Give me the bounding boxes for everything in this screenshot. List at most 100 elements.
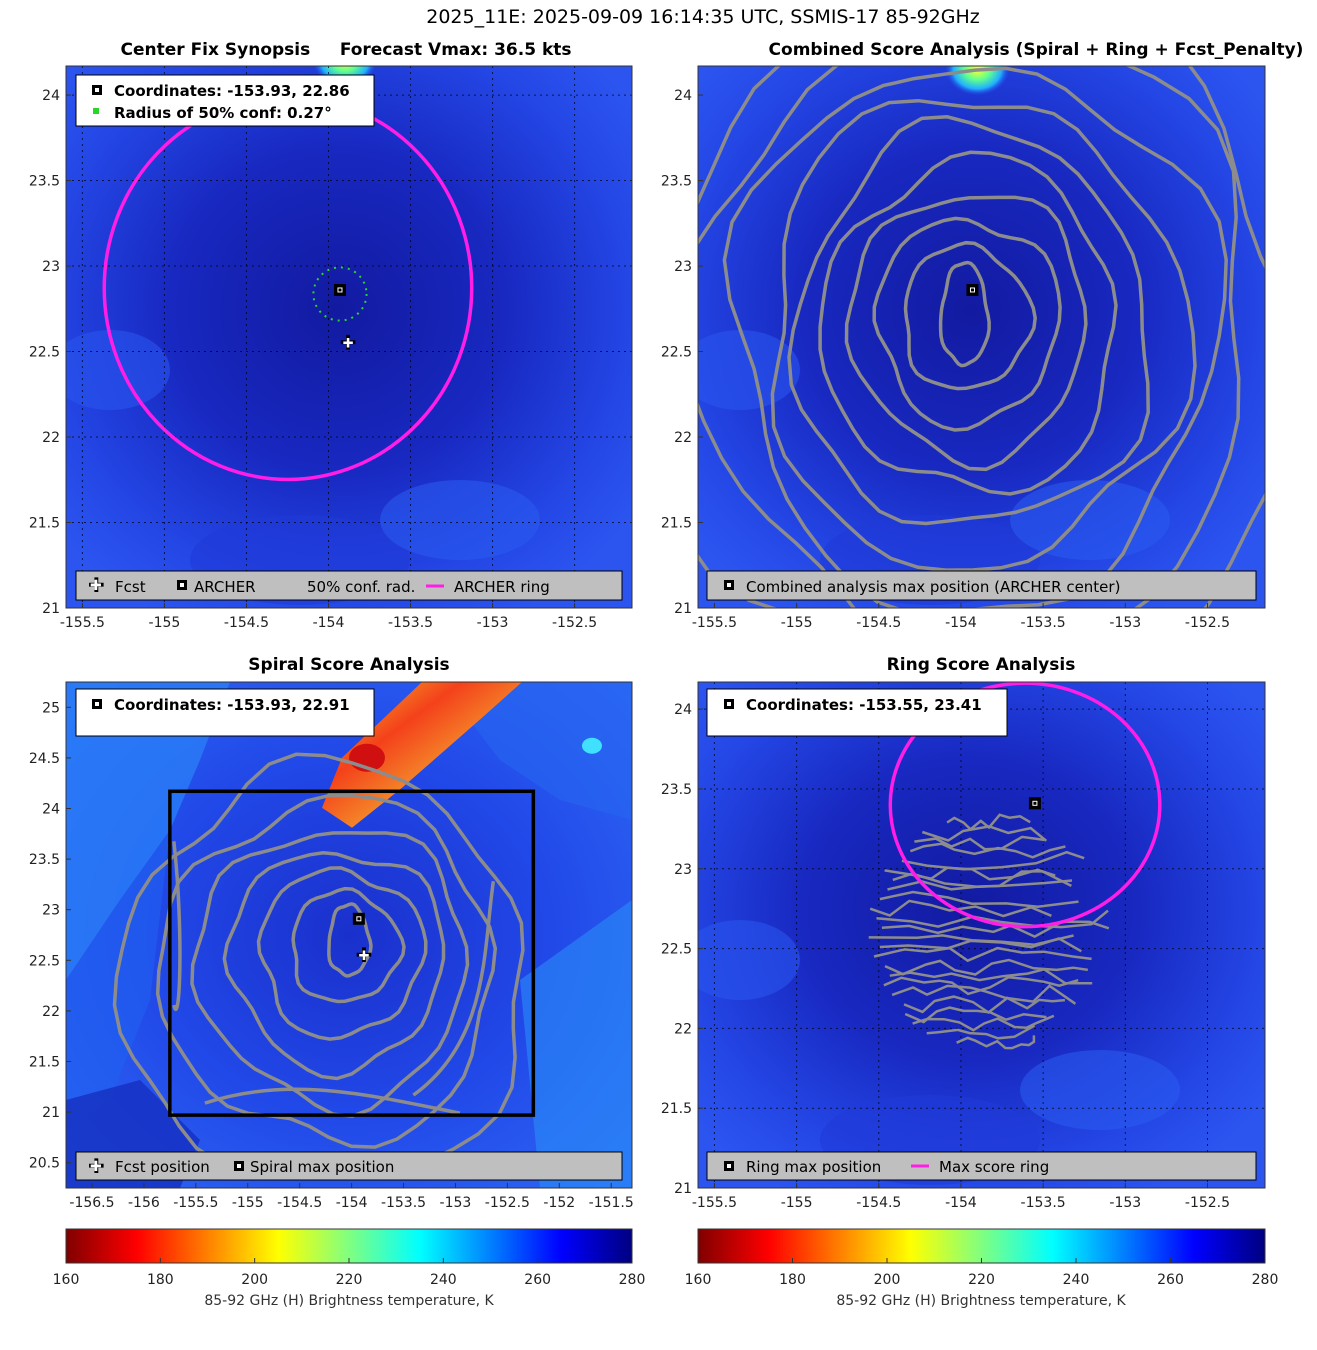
x-tick-label: -151.5: [589, 1195, 634, 1211]
x-tick-label: -153.5: [1021, 615, 1066, 631]
archer-center-marker: [333, 283, 346, 296]
x-tick-label: -154: [945, 615, 977, 631]
confidence-circle: [312, 266, 368, 322]
y-tick-label: 22: [674, 1021, 692, 1037]
legend-fcst-position: Fcst position: [115, 1158, 210, 1176]
x-tick-label: -152.5: [552, 615, 597, 631]
ring-score-contour: [879, 937, 1082, 953]
legend-archer: ARCHER: [194, 578, 256, 596]
search-box: [168, 789, 536, 1117]
y-tick-label: 21: [674, 601, 692, 617]
y-tick-label: 24: [674, 702, 692, 718]
ring-score-contour: [912, 1014, 1055, 1032]
colorbar-right: 160 180 200 220 240 260 280 85-92 GHz (H) Brig…: [685, 1228, 1278, 1309]
legend-spiral-max: Spiral max position: [250, 1158, 394, 1176]
colorbar-tick-label: 180: [779, 1272, 806, 1288]
y-tick-label: 25: [42, 700, 60, 716]
panel-title: Spiral Score Analysis: [248, 655, 449, 675]
plot-frame: [65, 65, 633, 609]
colorbar-gradient: [65, 1228, 633, 1264]
panel-ring: Ring Score Analysis -155.5 -155 -154.5 -154…: [661, 655, 1266, 1211]
fcst-marker: ✚: [356, 943, 373, 967]
score-contour: [787, 115, 1150, 526]
panel-title: Combined Score Analysis (Spiral + Ring +…: [769, 40, 1304, 60]
x-tick-label: -155.5: [692, 615, 737, 631]
ring-score-contour: [956, 1035, 1036, 1050]
panel-center-fix: Center Fix Synopsis Forecast Vmax: 36.5 …: [29, 40, 633, 631]
x-tick-label: -153.5: [381, 1195, 426, 1211]
legend-max-score-ring: Max score ring: [939, 1158, 1049, 1176]
y-tick-label: 23.5: [661, 782, 692, 798]
info-coordinates: Coordinates: -153.93, 22.86: [114, 82, 350, 100]
legend-archer-ring: ARCHER ring: [454, 578, 550, 596]
y-tick-label: 21: [674, 1181, 692, 1197]
score-contour: [818, 150, 1118, 496]
legend-ring-max: Ring max position: [746, 1158, 881, 1176]
x-tick-label: -153.5: [388, 615, 433, 631]
x-tick-label: -156.5: [69, 1195, 114, 1211]
x-tick-label: -156: [128, 1195, 160, 1211]
panel-title: Center Fix Synopsis Forecast Vmax: 36.5 …: [121, 40, 572, 60]
colorbar-tick-label: 220: [336, 1272, 363, 1288]
y-tick-label: 23: [42, 903, 60, 919]
fcst-marker: ✚: [340, 330, 357, 354]
panel-title: Ring Score Analysis: [887, 655, 1076, 675]
x-tick-label: -155: [781, 1195, 813, 1211]
spiral-contour: [155, 793, 498, 1149]
ring-score-contour: [889, 967, 1093, 985]
x-tick-label: -155: [232, 1195, 264, 1211]
x-tick-label: -154.5: [856, 615, 901, 631]
colorbar-tick-label: 260: [524, 1272, 551, 1288]
x-tick-label: -153: [477, 615, 509, 631]
x-tick-label: -153: [1109, 1195, 1141, 1211]
cross-marker-icon: ✚: [88, 1154, 105, 1178]
x-tick-label: -154.5: [224, 615, 269, 631]
ring-score-contour: [876, 909, 1109, 929]
y-tick-label: 24: [674, 88, 692, 104]
x-tick-label: -153.5: [1021, 1195, 1066, 1211]
spiral-contour: [172, 841, 182, 1011]
ring-score-contour: [926, 1024, 1036, 1040]
colorbar-tick-label: 240: [430, 1272, 457, 1288]
ring-score-contour: [904, 1006, 1047, 1024]
max-position-marker: [966, 283, 979, 296]
colorbar-tick-label: 200: [874, 1272, 901, 1288]
ring-score-contour: [914, 835, 1045, 851]
x-tick-label: -155.5: [60, 615, 105, 631]
y-tick-label: 21.5: [661, 516, 692, 532]
colorbar-left: 160 180 200 220 240 260 280 85-92 GHz (H) Brig…: [53, 1228, 645, 1309]
info-coordinates: Coordinates: -153.55, 23.41: [746, 696, 982, 714]
score-contour: [938, 260, 991, 368]
y-tick-label: 21: [42, 1105, 60, 1121]
colorbar-label: 85-92 GHz (H) Brightness temperature, K: [204, 1293, 494, 1309]
x-tick-label: -155: [781, 615, 813, 631]
y-tick-label: 24: [42, 88, 60, 104]
colorbar-gradient: [697, 1228, 1266, 1264]
panel-spiral: Spiral Score Analysis ✚ ✚ -156.5 -156 -155.…: [29, 655, 634, 1211]
fcst-marker-core: ✚: [359, 949, 370, 964]
spiral-contour: [256, 866, 428, 1041]
archer-center-dot: [337, 287, 343, 293]
y-tick-label: 23: [42, 259, 60, 275]
spiral-contour: [204, 1087, 461, 1115]
x-tick-label: -155: [149, 615, 181, 631]
score-contour: [903, 240, 1037, 391]
spiral-max-dot: [356, 916, 362, 922]
y-tick-label: 22.5: [29, 953, 60, 969]
figure-title: 2025_11E: 2025-09-09 16:14:35 UTC, SSMIS…: [426, 6, 980, 28]
fcst-marker-core: ✚: [343, 336, 354, 351]
colorbar-tick-label: 240: [1063, 1272, 1090, 1288]
x-tick-label: -153: [440, 1195, 472, 1211]
y-tick-label: 21: [42, 601, 60, 617]
spiral-contour: [190, 831, 470, 1118]
x-tick-label: -152.5: [485, 1195, 530, 1211]
legend: ✚ ✚ Fcst position Spiral max position: [75, 1151, 623, 1181]
x-tick-label: -154: [313, 615, 345, 631]
x-tick-label: -152.5: [1185, 1195, 1230, 1211]
x-tick-label: -154: [945, 1195, 977, 1211]
info-box: Coordinates: -153.93, 22.91: [75, 688, 375, 737]
score-contour: [844, 195, 1088, 472]
x-tick-label: -155.5: [692, 1195, 737, 1211]
max-score-ring: [888, 682, 1162, 929]
